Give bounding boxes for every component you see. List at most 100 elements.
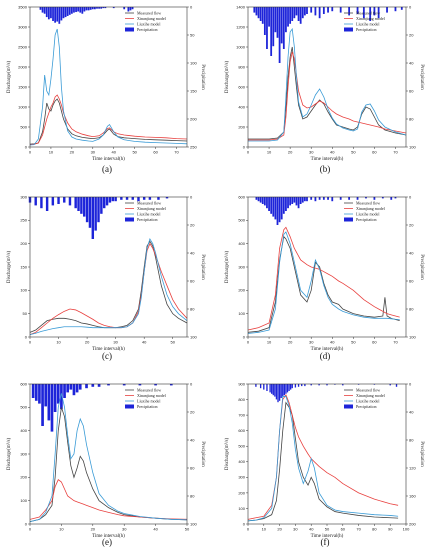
series-line-liuxihe-model [29,28,188,146]
legend-label: Xinanjiang model [137,393,167,398]
precipitation-bar [60,384,63,410]
precipitation-bar [102,7,105,9]
y-tick-label: 500 [20,124,27,129]
y-tick-label: 400 [238,459,245,464]
y-tick-label: 100 [20,288,27,293]
precipitation-bar [306,197,308,202]
y2-axis-label: Precipitation [200,64,205,90]
precipitation-bar [304,384,306,387]
chart-panel-d: 0 10 20 30 40 50 60 70 0 100 200 300 400 500 600 0 20 40 6… [224,194,424,361]
precipitation-bar [137,197,140,202]
precipitation-bar [70,7,73,14]
precipitation-bar [295,197,298,206]
precipitation-bar [66,7,69,16]
series-line-xinanjiang-model [247,394,399,520]
precipitation-bar [268,197,270,211]
y2-tick-label: 160 [409,493,416,498]
precipitation-bar [365,197,367,199]
precipitation-bar [283,384,286,396]
precipitation-bar [81,7,84,14]
x-tick-label: 0 [29,340,32,345]
precipitation-bar [395,384,398,387]
x-axis-label: Time interval(h) [92,534,125,539]
x-tick-label: 0 [247,150,250,155]
precipitation-bar [291,197,294,204]
precipitation-bar [64,7,67,18]
precipitation-bar [285,7,287,33]
series-line-xinanjiang-model [247,226,400,331]
precipitation-bar [394,7,397,12]
legend-label: Xinanjiang model [356,393,386,398]
legend-label: Liuxihe model [137,211,161,216]
y2-tick-label: 100 [190,521,197,526]
precipitation-bars [255,384,398,403]
y2-tick-label: 20 [190,222,195,227]
legend-label: Measured flow [137,387,161,392]
precipitation-bar [91,197,95,239]
precipitation-bar [31,384,35,398]
precipitation-bar [277,384,279,403]
y2-axis-label: Precipitation [419,441,424,467]
precipitation-bar [263,7,266,35]
y2-tick-label: 100 [190,334,197,339]
precipitation-bar [91,7,94,10]
precipitation-bar [89,7,92,10]
y2-tick-label: 20 [190,409,195,414]
legend-label: Liuxihe model [356,211,380,216]
y-tick-label: 800 [238,397,245,402]
precipitation-bar [100,7,103,9]
precipitation-bar [53,384,57,412]
precipitation-bar [280,197,283,220]
x-tick-label: 10 [56,340,61,345]
precipitation-bar [97,197,100,223]
y-tick-label: 500 [238,444,245,449]
y2-tick-label: 100 [409,334,416,339]
precipitation-bar [79,7,82,13]
y2-tick-label: 40 [409,409,414,414]
precipitation-bar [275,384,278,400]
precipitation-bar [266,7,268,49]
y2-tick-label: 80 [190,493,195,498]
x-tick-label: 70 [174,150,179,155]
precipitation-bar [291,7,294,21]
legend-swatch [125,27,134,32]
precipitation-bar [301,197,304,203]
precipitation-bar [85,197,89,223]
series-line-liuxihe-model [29,393,188,523]
precipitation-bar [276,197,279,225]
y-tick-label: 0 [25,334,28,339]
precipitation-bar [77,7,80,12]
precipitation-bar [297,197,300,209]
precipitation-bar [342,384,344,386]
precipitation-bars [39,7,134,24]
precipitation-bar [373,384,376,385]
y-tick-label: 900 [238,381,245,386]
precipitation-bar [120,197,123,200]
y-tick-label: 0 [243,144,246,149]
precipitation-bar [47,384,51,421]
y-tick-label: 200 [20,241,27,246]
y-axis-label: Discharge(m³/s) [6,438,12,471]
legend-label: Precipitation [356,27,376,32]
chart-panel-b: 0 10 20 30 40 50 60 700200400600800100012001400… [224,4,424,174]
y2-tick-label: 80 [190,306,195,311]
precipitation-bar [400,7,403,10]
series-line-measured-flow [29,407,188,523]
y-tick-label: 0 [25,521,28,526]
precipitation-bar [356,7,359,14]
precipitation-bar [56,384,60,404]
y-tick-label: 3000 [18,24,28,29]
y2-tick-label: 80 [409,437,414,442]
series-line-xinanjiang-model [29,94,188,145]
precipitation-bar [169,384,173,386]
y2-tick-label: 50 [190,32,195,37]
x-tick-label: 20 [85,340,90,345]
x-tick-label: 30 [122,527,127,532]
precipitation-bar [261,197,264,204]
y-tick-label: 1000 [236,44,246,49]
panel-label: (b) [320,164,331,174]
y-tick-label: 2000 [18,64,28,69]
precipitation-bar [127,7,130,12]
precipitation-bar [259,384,262,389]
